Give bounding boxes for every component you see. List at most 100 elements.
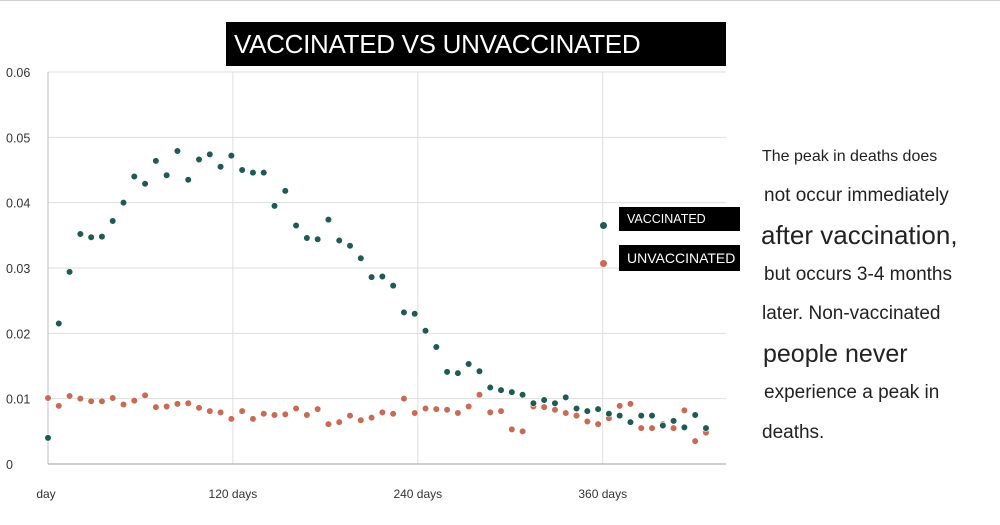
unvaccinated-point xyxy=(65,392,74,400)
vaccinated-point xyxy=(173,147,182,155)
unvaccinated-point xyxy=(206,407,214,415)
unvaccinated-point xyxy=(152,403,160,411)
vaccinated-point xyxy=(389,282,397,290)
chart-title: VACCINATED VS UNVACCINATED xyxy=(226,22,726,66)
unvaccinated-point xyxy=(454,409,462,417)
unvaccinated-point xyxy=(691,437,699,445)
unvaccinated-point xyxy=(378,408,386,416)
vaccinated-point xyxy=(238,166,246,174)
unvaccinated-point xyxy=(314,405,322,413)
unvaccinated-point xyxy=(281,410,289,418)
vaccinated-point xyxy=(540,396,548,404)
unvaccinated-point xyxy=(465,402,473,411)
unvaccinated-point xyxy=(55,402,63,410)
unvaccinated-point xyxy=(497,407,505,415)
vaccinated-point xyxy=(637,412,645,420)
vaccinated-point xyxy=(529,399,537,407)
unvaccinated-point xyxy=(130,397,138,405)
legend-unvaccinated-label: UNVACCINATED xyxy=(619,245,740,271)
unvaccinated-point xyxy=(357,416,365,424)
unvaccinated-point xyxy=(260,410,268,418)
unvaccinated-point xyxy=(163,402,171,411)
chart-grid xyxy=(48,71,726,464)
vaccinated-point xyxy=(227,152,235,160)
unvaccinated-point xyxy=(335,418,343,426)
annotation-line-6: people never xyxy=(763,340,908,368)
unvaccinated-point xyxy=(432,405,440,413)
vaccinated-point xyxy=(206,150,214,158)
vaccinated-point xyxy=(616,412,624,420)
vaccinated-point xyxy=(400,308,408,317)
unvaccinated-point xyxy=(670,424,678,432)
vaccinated-point xyxy=(335,236,343,245)
unvaccinated-point xyxy=(508,425,516,433)
unvaccinated-point xyxy=(421,404,430,413)
unvaccinated-point xyxy=(216,408,225,416)
unvaccinated-point xyxy=(518,427,527,435)
unvaccinated-point xyxy=(119,400,128,409)
x-tick-label: 240 days xyxy=(393,487,442,501)
unvaccinated-point xyxy=(648,424,656,432)
unvaccinated-point xyxy=(400,395,408,403)
vaccinated-point xyxy=(260,169,268,177)
y-tick-label: 0.02 xyxy=(6,327,30,341)
vaccinated-point xyxy=(55,319,63,328)
annotation-line-4: but occurs 3-4 months xyxy=(764,264,952,285)
vaccinated-point xyxy=(44,434,52,442)
unvaccinated-point xyxy=(109,394,117,402)
y-tick-label: 0 xyxy=(6,458,13,472)
vaccinated-point xyxy=(583,407,591,415)
unvaccinated-point xyxy=(249,415,257,423)
vaccinated-point xyxy=(141,180,149,188)
y-tick-label: 0.05 xyxy=(6,131,30,145)
unvaccinated-point xyxy=(562,409,570,417)
vaccinated-point xyxy=(443,368,451,376)
vaccinated-point xyxy=(357,254,365,262)
unvaccinated-point xyxy=(76,395,84,403)
vaccinated-point xyxy=(292,221,300,230)
unvaccinated-point xyxy=(551,406,559,414)
vaccinated-point xyxy=(314,235,322,243)
x-tick-label: 360 days xyxy=(578,487,627,501)
annotation-line-7: experience a peak in xyxy=(764,382,940,403)
vaccinated-point xyxy=(184,176,192,184)
vaccinated-point xyxy=(87,233,95,241)
unvaccinated-point xyxy=(173,400,182,408)
unvaccinated-point xyxy=(87,397,95,405)
vaccinated-point xyxy=(465,360,473,368)
vaccinated-point xyxy=(659,421,667,430)
vaccinated-point xyxy=(119,199,128,207)
vaccinated-point xyxy=(130,172,138,181)
vaccinated-point xyxy=(195,155,203,164)
vaccinated-point xyxy=(303,234,311,242)
unvaccinated-point xyxy=(303,411,311,419)
legend-vaccinated-marker xyxy=(600,222,607,229)
vaccinated-point xyxy=(670,417,678,425)
vaccinated-point xyxy=(680,423,688,432)
unvaccinated-point xyxy=(583,417,591,426)
vaccinated-point xyxy=(551,399,559,407)
vaccinated-point xyxy=(454,369,462,377)
annotation-line-8: deaths. xyxy=(762,422,825,443)
legend-unvaccinated-marker xyxy=(600,260,607,267)
unvaccinated-point xyxy=(637,424,645,432)
vaccinated-point xyxy=(163,171,171,179)
vaccinated-point xyxy=(411,310,419,318)
vaccinated-point xyxy=(562,393,570,401)
unvaccinated-point xyxy=(98,397,106,405)
unvaccinated-point xyxy=(540,403,548,411)
data-points xyxy=(44,147,710,445)
tick-labels: 0.06 0.05 0.04 0.03 0.02 0.01 0 day 120 days 240 … xyxy=(6,66,627,501)
unvaccinated-point xyxy=(227,415,235,423)
unvaccinated-point xyxy=(292,404,300,413)
vaccinated-point xyxy=(152,157,160,165)
vaccinated-point xyxy=(367,273,376,281)
unvaccinated-point xyxy=(270,411,279,419)
vaccinated-point xyxy=(572,404,581,413)
annotation-line-5: later. Non-vaccinated xyxy=(762,303,941,324)
unvaccinated-point xyxy=(44,394,52,402)
vaccinated-point xyxy=(281,187,289,195)
vaccinated-point xyxy=(486,383,494,392)
vaccinated-point xyxy=(421,327,430,335)
